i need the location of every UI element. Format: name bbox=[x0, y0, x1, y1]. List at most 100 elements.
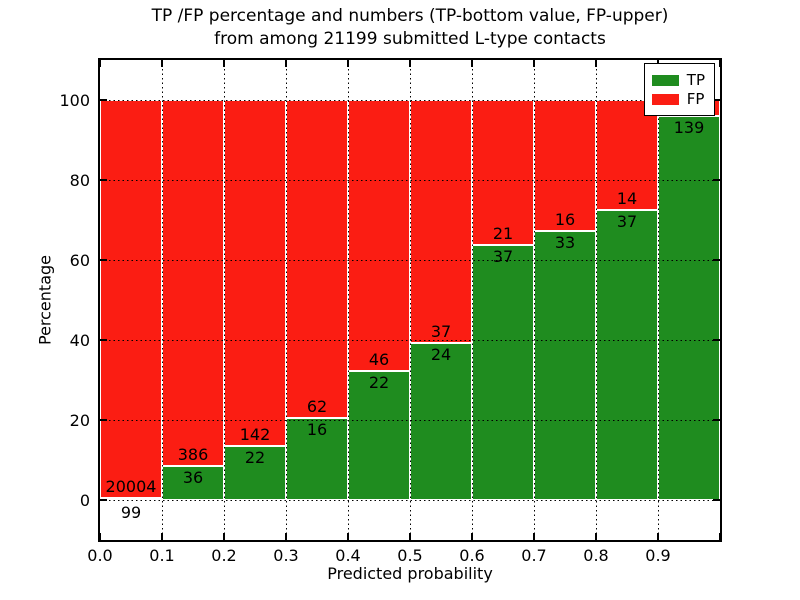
axis-tick bbox=[223, 60, 225, 67]
bar-segment-fp bbox=[348, 100, 410, 371]
gridline-vertical bbox=[533, 60, 535, 540]
axis-tick bbox=[223, 533, 225, 540]
gridline-vertical bbox=[595, 60, 597, 540]
gridline-vertical bbox=[223, 60, 225, 540]
legend-entry-fp: FP bbox=[651, 90, 705, 108]
bar-segment-fp bbox=[224, 100, 286, 447]
x-tick-label: 0.3 bbox=[273, 546, 299, 565]
gridline-horizontal bbox=[100, 339, 720, 341]
axis-tick bbox=[471, 60, 473, 67]
gridline-horizontal bbox=[100, 259, 720, 261]
bar-count-label-fp: 37 bbox=[430, 321, 452, 341]
tp-legend-label: TP bbox=[686, 71, 705, 89]
bar-count-label-tp: 24 bbox=[430, 344, 452, 364]
x-tick-label: 0.4 bbox=[335, 546, 361, 565]
axis-tick bbox=[713, 259, 720, 261]
axis-tick bbox=[100, 259, 107, 261]
axis-tick bbox=[713, 419, 720, 421]
legend-entry-tp: TP bbox=[651, 71, 705, 89]
axis-tick bbox=[161, 60, 163, 67]
axis-tick bbox=[719, 60, 721, 67]
x-tick-label: 0.5 bbox=[397, 546, 423, 565]
axis-tick bbox=[100, 499, 107, 501]
axis-tick bbox=[713, 99, 720, 101]
axis-tick bbox=[100, 179, 107, 181]
plot-area: TP FP 20004 99 386 36 142 22 62 16 46 22 37 24 21 37 1… bbox=[98, 58, 722, 542]
chart-title-line2: from among 21199 submitted L-type contac… bbox=[214, 29, 606, 49]
gridline-horizontal bbox=[100, 419, 720, 421]
bar-segment-fp bbox=[162, 100, 224, 466]
bar-segment-fp bbox=[596, 100, 658, 210]
x-tick-label: 0.0 bbox=[87, 546, 113, 565]
axis-tick bbox=[713, 179, 720, 181]
x-axis-label: Predicted probability bbox=[327, 564, 493, 583]
bar-segment-fp bbox=[100, 100, 162, 499]
axis-tick bbox=[347, 60, 349, 67]
bar-count-label-fp: 142 bbox=[239, 425, 271, 445]
x-tick-label: 0.1 bbox=[149, 546, 175, 565]
fp-legend-label: FP bbox=[686, 90, 705, 108]
y-tick-label: 40 bbox=[69, 331, 90, 350]
bar-segment-fp bbox=[534, 100, 596, 231]
axis-tick bbox=[99, 533, 101, 540]
axis-tick bbox=[100, 419, 107, 421]
bar-count-label-tp: 99 bbox=[120, 503, 142, 522]
bar-segment-tp bbox=[410, 342, 472, 500]
bar-count-label-fp: 386 bbox=[177, 444, 209, 464]
tp-legend-swatch-icon bbox=[651, 74, 679, 86]
bar-count-label-tp: 37 bbox=[616, 211, 638, 231]
bar-segment-tp bbox=[534, 230, 596, 500]
bar-segment-tp bbox=[596, 209, 658, 500]
gridline-vertical bbox=[347, 60, 349, 540]
axis-tick bbox=[161, 533, 163, 540]
bar-count-label-tp: 36 bbox=[182, 467, 204, 487]
bar-count-label-fp: 14 bbox=[616, 188, 638, 208]
axis-tick bbox=[713, 499, 720, 501]
axis-tick bbox=[595, 60, 597, 67]
gridline-horizontal bbox=[100, 99, 720, 101]
axis-tick bbox=[471, 533, 473, 540]
fp-legend-swatch-icon bbox=[651, 93, 679, 105]
axis-tick bbox=[595, 533, 597, 540]
bar-count-label-tp: 22 bbox=[244, 448, 266, 468]
axis-tick bbox=[409, 60, 411, 67]
axis-tick bbox=[99, 60, 101, 67]
axis-tick bbox=[533, 533, 535, 540]
axis-tick bbox=[533, 60, 535, 67]
bar-segment-tp bbox=[348, 370, 410, 500]
bar-segment-fp bbox=[410, 100, 472, 343]
bar-count-label-tp: 33 bbox=[554, 232, 576, 252]
legend: TP FP bbox=[643, 63, 715, 116]
bar-count-label-tp: 37 bbox=[492, 246, 514, 266]
bar-count-label-fp: 46 bbox=[368, 349, 390, 369]
gridline-vertical bbox=[285, 60, 287, 540]
gridline-vertical bbox=[409, 60, 411, 540]
chart-title-line1: TP /FP percentage and numbers (TP-bottom… bbox=[151, 6, 669, 26]
y-tick-label: 80 bbox=[69, 171, 90, 190]
bar-count-label-tp: 22 bbox=[368, 372, 390, 392]
bar-segment-tp bbox=[472, 244, 534, 500]
x-tick-label: 0.7 bbox=[521, 546, 547, 565]
y-tick-label: 60 bbox=[69, 251, 90, 270]
x-tick-label: 0.6 bbox=[459, 546, 485, 565]
bar-count-label-tp: 16 bbox=[306, 419, 328, 439]
y-tick-label: 0 bbox=[79, 491, 90, 510]
bar-count-label-fp: 62 bbox=[306, 396, 328, 416]
axis-tick bbox=[657, 533, 659, 540]
bar-count-label-fp: 21 bbox=[492, 223, 514, 243]
gridline-horizontal bbox=[100, 179, 720, 181]
gridline-vertical bbox=[161, 60, 163, 540]
gridline-vertical bbox=[657, 60, 659, 540]
axis-tick bbox=[285, 60, 287, 67]
axis-tick bbox=[713, 339, 720, 341]
bar-segment-fp bbox=[472, 100, 534, 245]
x-tick-label: 0.2 bbox=[211, 546, 237, 565]
gridline-horizontal bbox=[100, 499, 720, 501]
axis-tick bbox=[409, 533, 411, 540]
bar-count-label-fp: 20004 bbox=[105, 477, 157, 497]
x-tick-label: 0.8 bbox=[583, 546, 609, 565]
bar-count-label-fp: 16 bbox=[554, 209, 576, 229]
gridline-vertical bbox=[471, 60, 473, 540]
axis-tick bbox=[100, 339, 107, 341]
bar-segment-tp bbox=[658, 116, 720, 500]
